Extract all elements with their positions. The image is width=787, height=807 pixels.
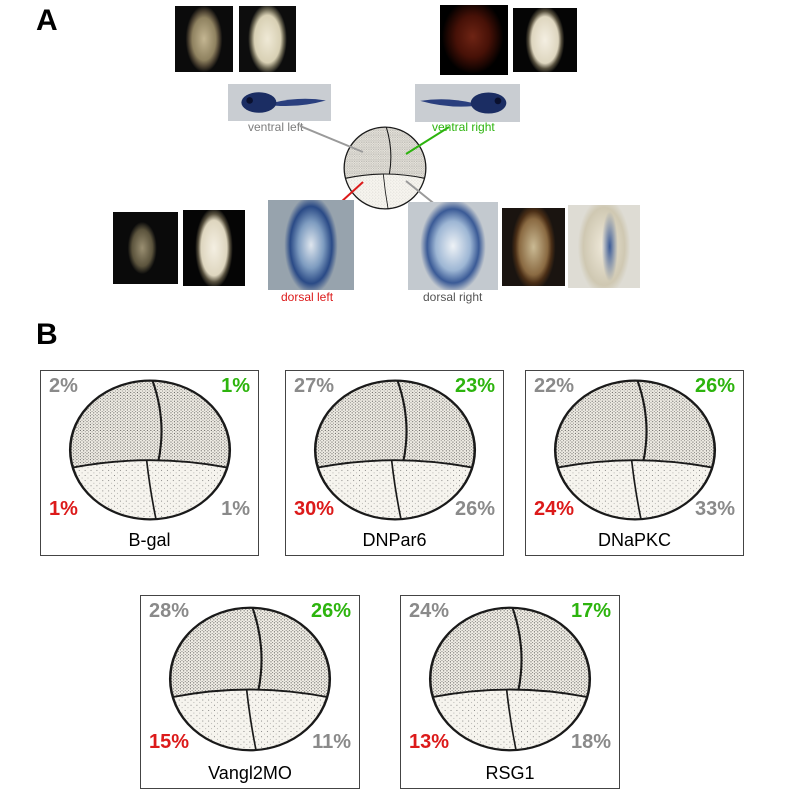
embryo-photo-ventral-left-2	[239, 6, 296, 72]
condition-name: Vangl2MO	[208, 763, 292, 783]
ventral-right-label: ventral right	[432, 120, 495, 134]
ventral-left-label: ventral left	[248, 120, 304, 134]
pct-ventral-right: 17%	[570, 600, 611, 622]
pct-ventral-right: 23%	[454, 375, 495, 397]
pct-dorsal-left: 15%	[149, 731, 190, 753]
condition-name: RSG1	[485, 763, 535, 783]
four-cell-embryo-diagram-center	[342, 125, 428, 211]
pct-dorsal-right: 33%	[694, 498, 735, 520]
pct-dorsal-left: 30%	[294, 498, 335, 520]
pct-ventral-left: 28%	[149, 600, 190, 622]
pct-ventral-right: 1%	[221, 375, 250, 397]
embryo-photo-ventral-left-1	[175, 6, 233, 72]
pct-ventral-right: 26%	[694, 375, 735, 397]
pct-ventral-left: 24%	[409, 600, 450, 622]
dorsal-left-label: dorsal left	[281, 290, 334, 304]
panel-a-label: A	[36, 4, 58, 37]
four-cell-embryo-diagram	[551, 377, 719, 523]
four-cell-embryo-diagram	[66, 377, 234, 523]
tadpole-illustration	[241, 92, 326, 113]
pct-dorsal-right: 11%	[312, 731, 351, 753]
embryo-photo-dorsal-right-3	[568, 205, 640, 288]
pct-dorsal-right: 1%	[221, 498, 250, 520]
four-cell-embryo-diagram	[311, 377, 479, 523]
pct-dorsal-left: 13%	[409, 731, 450, 753]
pct-dorsal-left: 1%	[49, 498, 78, 520]
embryo-photo-dorsal-right-1	[408, 202, 498, 290]
pct-dorsal-right: 18%	[570, 731, 611, 753]
condition-name: B-gal	[128, 530, 171, 550]
pct-dorsal-right: 26%	[454, 498, 495, 520]
condition-box-rsg1: 24% 17% 13% 18% RSG1	[400, 595, 620, 789]
panel-b-label: B	[36, 318, 58, 351]
condition-box-bgal: 2% 1% 1% 1% B-gal	[40, 370, 259, 556]
tadpole-illustration	[420, 92, 507, 114]
condition-name: DNPar6	[362, 530, 427, 550]
dorsal-right-label: dorsal right	[423, 290, 483, 304]
tadpole-photo-ventral-left	[228, 84, 331, 121]
embryo-photo-ventral-right-2	[513, 8, 577, 72]
condition-box-dnapkc: 22% 26% 24% 33% DNaPKC	[525, 370, 744, 556]
embryo-photo-dorsal-right-2	[502, 208, 565, 286]
condition-box-vangl2mo: 28% 26% 15% 11% Vangl2MO	[140, 595, 360, 789]
pct-ventral-right: 26%	[310, 600, 351, 622]
pct-ventral-left: 2%	[49, 375, 78, 397]
embryo-photo-dorsal-left-3	[268, 200, 354, 290]
embryo-photo-ventral-right-1	[440, 5, 508, 75]
embryo-photo-dorsal-left-2	[183, 210, 245, 286]
tadpole-photo-ventral-right	[415, 84, 520, 122]
pct-dorsal-left: 24%	[534, 498, 575, 520]
condition-name: DNaPKC	[597, 530, 672, 550]
pct-ventral-left: 22%	[534, 375, 575, 397]
condition-box-dnpar6: 27% 23% 30% 26% DNPar6	[285, 370, 504, 556]
embryo-photo-dorsal-left-1	[113, 212, 178, 284]
pct-ventral-left: 27%	[294, 375, 335, 397]
four-cell-embryo-diagram	[166, 604, 334, 754]
four-cell-embryo-diagram	[426, 604, 594, 754]
